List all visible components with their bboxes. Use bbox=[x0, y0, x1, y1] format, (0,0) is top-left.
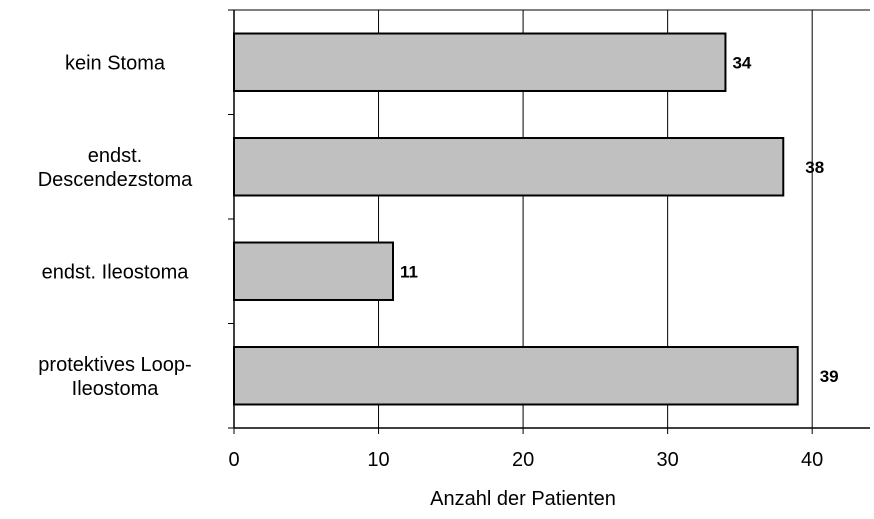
category-label-line: Ileostoma bbox=[72, 378, 160, 400]
category-label-2: endst. Ileostoma bbox=[42, 261, 190, 283]
category-label-line: Descendezstoma bbox=[38, 169, 193, 191]
axes bbox=[228, 9, 870, 434]
data-label-0: 34 bbox=[732, 53, 751, 72]
bars bbox=[233, 32, 799, 406]
x-tick-label-20: 20 bbox=[512, 449, 534, 471]
category-label-3: protektives Loop-Ileostoma bbox=[38, 354, 191, 400]
category-label-line: endst. Ileostoma bbox=[42, 261, 190, 283]
labels: 34 kein Stoma 38 endst. Descendezstoma 11 ends… bbox=[38, 52, 839, 471]
data-label-1: 38 bbox=[805, 158, 824, 177]
x-tick-label-30: 30 bbox=[657, 449, 679, 471]
bar-2 bbox=[233, 241, 394, 301]
category-label-line: kein Stoma bbox=[65, 52, 166, 74]
bar-3 bbox=[233, 346, 799, 406]
x-tick-label-0: 0 bbox=[228, 449, 239, 471]
bar-0 bbox=[233, 32, 727, 92]
data-label-3: 39 bbox=[820, 367, 839, 386]
x-tick-label-40: 40 bbox=[801, 449, 823, 471]
category-label-0: kein Stoma bbox=[65, 52, 166, 74]
x-tick-label-10: 10 bbox=[367, 449, 389, 471]
bar-1 bbox=[233, 137, 785, 197]
x-axis-title: Anzahl der Patienten bbox=[430, 488, 616, 510]
category-label-1: endst. Descendezstoma bbox=[38, 145, 193, 191]
category-label-line: protektives Loop- bbox=[38, 354, 191, 376]
data-label-2: 11 bbox=[400, 262, 418, 281]
category-label-line: endst. bbox=[88, 145, 142, 167]
